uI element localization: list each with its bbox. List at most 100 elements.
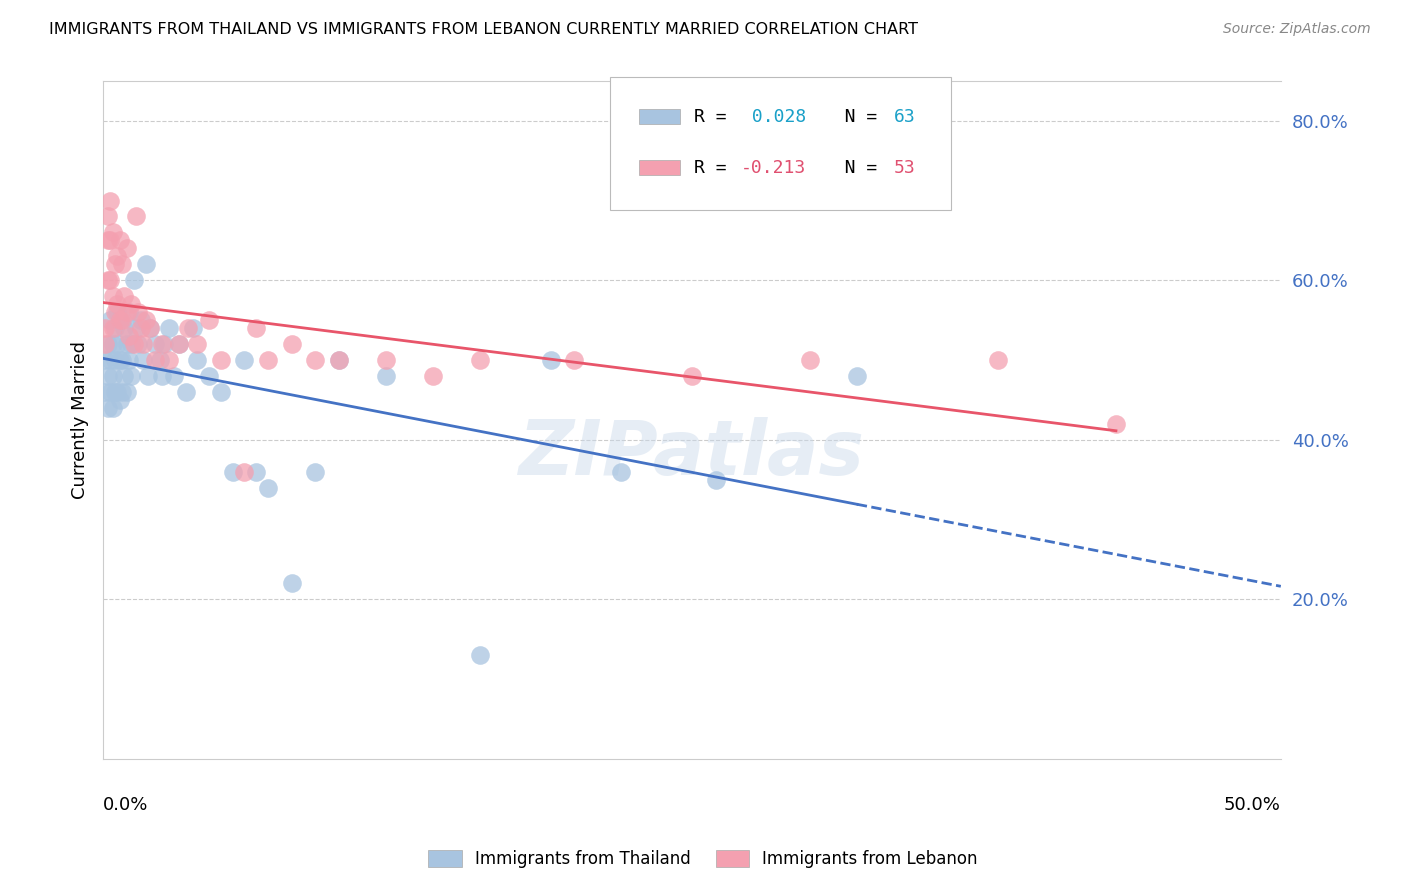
Point xyxy=(209,353,232,368)
Point xyxy=(257,353,280,368)
Point xyxy=(97,401,120,415)
Text: -0.213: -0.213 xyxy=(741,159,807,177)
Point xyxy=(139,321,162,335)
Point xyxy=(125,321,148,335)
Text: ZIPatlas: ZIPatlas xyxy=(519,417,865,491)
Point xyxy=(135,257,157,271)
Point xyxy=(149,353,172,368)
Point xyxy=(704,473,727,487)
Point xyxy=(97,273,120,287)
FancyBboxPatch shape xyxy=(638,161,681,175)
Point xyxy=(94,353,117,368)
Point xyxy=(118,353,141,368)
Point xyxy=(167,337,190,351)
Point xyxy=(104,257,127,271)
Point xyxy=(163,368,186,383)
Point xyxy=(115,241,138,255)
Point xyxy=(257,481,280,495)
Point xyxy=(245,321,267,335)
Point xyxy=(101,368,124,383)
Point xyxy=(98,313,121,327)
Point xyxy=(98,353,121,368)
Point xyxy=(120,337,142,351)
Point xyxy=(127,337,149,351)
Point xyxy=(540,353,562,368)
Point xyxy=(157,353,180,368)
Point xyxy=(150,337,173,351)
Point xyxy=(98,384,121,399)
Point xyxy=(118,329,141,343)
Point xyxy=(135,313,157,327)
Point xyxy=(98,273,121,287)
Point xyxy=(98,233,121,247)
Point xyxy=(115,305,138,319)
Point xyxy=(280,337,302,351)
Point xyxy=(221,465,243,479)
Point xyxy=(120,297,142,311)
Point xyxy=(105,249,128,263)
Point xyxy=(105,384,128,399)
Point xyxy=(127,305,149,319)
Text: R =: R = xyxy=(695,108,738,126)
Point xyxy=(177,321,200,335)
Point xyxy=(129,313,152,327)
Point xyxy=(97,337,120,351)
Point xyxy=(610,465,633,479)
Point xyxy=(105,297,128,311)
Point xyxy=(98,194,121,208)
Text: Source: ZipAtlas.com: Source: ZipAtlas.com xyxy=(1223,22,1371,37)
Point xyxy=(101,401,124,415)
Point xyxy=(125,210,148,224)
Point xyxy=(987,353,1010,368)
FancyBboxPatch shape xyxy=(610,78,950,210)
FancyBboxPatch shape xyxy=(638,110,681,124)
Point xyxy=(799,353,821,368)
Point xyxy=(101,226,124,240)
Point xyxy=(845,368,868,383)
Point xyxy=(112,321,135,335)
Point xyxy=(304,353,326,368)
Text: 0.028: 0.028 xyxy=(741,108,807,126)
Point xyxy=(468,353,491,368)
Point xyxy=(304,465,326,479)
Text: N =: N = xyxy=(811,159,889,177)
Point xyxy=(139,321,162,335)
Point xyxy=(468,648,491,662)
Point xyxy=(105,337,128,351)
Y-axis label: Currently Married: Currently Married xyxy=(72,341,89,499)
Point xyxy=(118,305,141,319)
Point xyxy=(157,321,180,335)
Point xyxy=(174,384,197,399)
Point xyxy=(97,233,120,247)
Point xyxy=(105,305,128,319)
Point xyxy=(104,353,127,368)
Point xyxy=(153,337,176,351)
Point xyxy=(101,337,124,351)
Point xyxy=(111,353,134,368)
Point xyxy=(108,233,131,247)
Point xyxy=(112,368,135,383)
Point xyxy=(108,353,131,368)
Point xyxy=(143,353,166,368)
Point xyxy=(94,321,117,335)
Point xyxy=(108,313,131,327)
Point xyxy=(111,313,134,327)
Point xyxy=(115,384,138,399)
Text: R =: R = xyxy=(695,159,738,177)
Point xyxy=(104,305,127,319)
Point xyxy=(97,368,120,383)
Point xyxy=(233,353,256,368)
Point xyxy=(104,384,127,399)
Point xyxy=(97,210,120,224)
Point xyxy=(374,368,396,383)
Point xyxy=(129,321,152,335)
Point xyxy=(422,368,444,383)
Point xyxy=(233,465,256,479)
Text: 63: 63 xyxy=(894,108,915,126)
Text: 0.0%: 0.0% xyxy=(103,796,149,814)
Point xyxy=(94,384,117,399)
Point xyxy=(245,465,267,479)
Point xyxy=(94,337,117,351)
Point xyxy=(120,368,142,383)
Point xyxy=(209,384,232,399)
